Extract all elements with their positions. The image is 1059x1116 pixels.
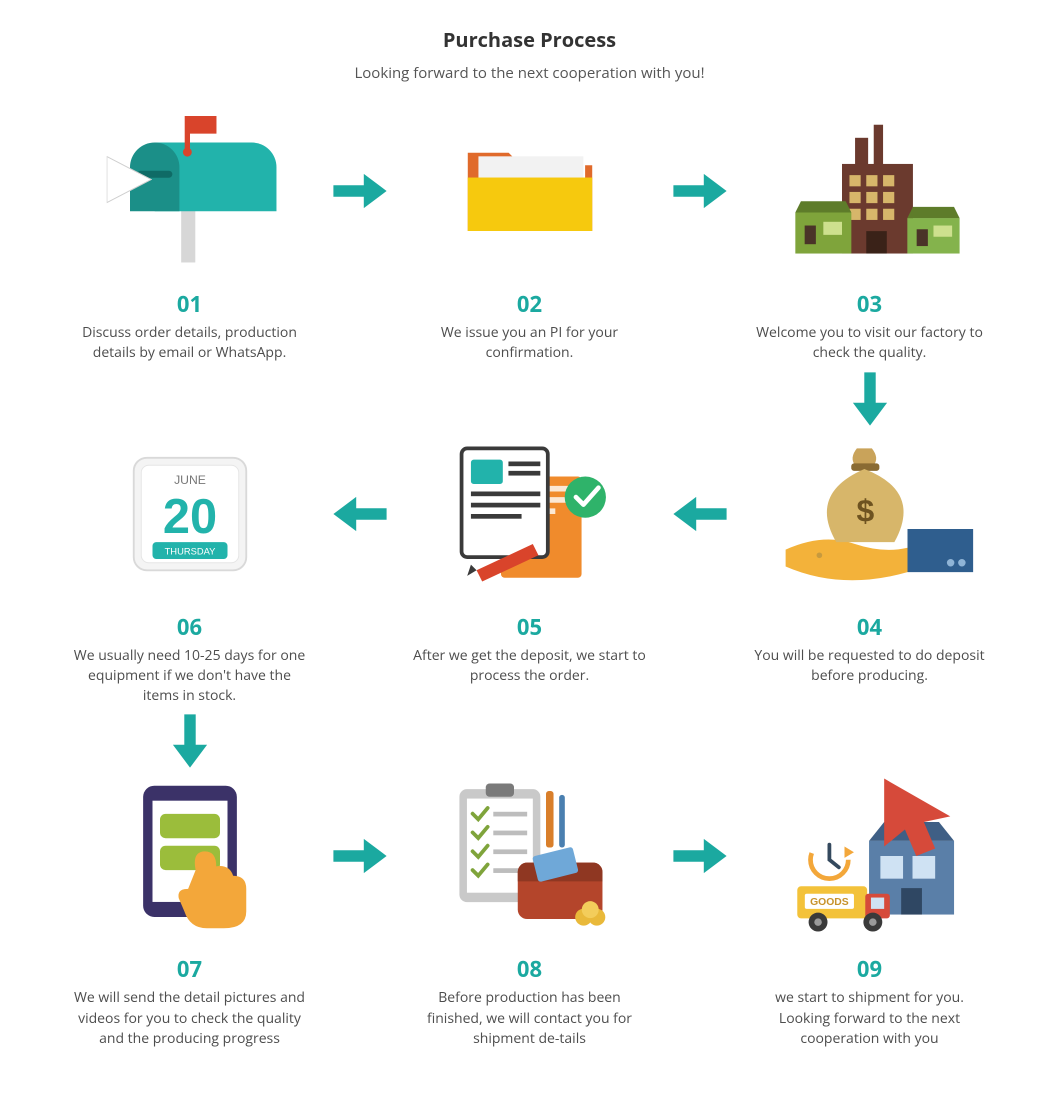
tablet-touch-icon	[60, 776, 320, 936]
step-07: 07 We will send the detail pictures and …	[60, 776, 320, 1049]
arrow-right-icon	[660, 111, 740, 271]
step-desc: Before production has been finished, we …	[410, 988, 650, 1049]
step-desc: Discuss order details, production detail…	[70, 323, 310, 364]
page-title: Purchase Process	[40, 26, 1019, 53]
mailbox-icon	[60, 111, 320, 271]
calendar-icon: JUNE 20 THURSDAY	[60, 434, 320, 594]
step-05: 05 After we get the deposit, we start to…	[400, 434, 660, 707]
step-03: 03 Welcome you to visit our factory to c…	[740, 111, 1000, 364]
step-01: 01 Discuss order details, production det…	[60, 111, 320, 364]
step-09: GOODS 09 we start to shipment for you. L…	[740, 776, 1000, 1049]
step-number: 05	[517, 612, 542, 642]
arrow-right-icon	[320, 776, 400, 936]
arrow-down-icon	[740, 364, 1000, 434]
step-desc: You will be requested to do deposit befo…	[750, 646, 990, 687]
step-02: 02 We issue you an PI for your confirmat…	[400, 111, 660, 364]
checklist-wallet-icon	[400, 776, 660, 936]
step-desc: After we get the deposit, we start to pr…	[410, 646, 650, 687]
step-desc: Welcome you to visit our factory to chec…	[750, 323, 990, 364]
step-number: 03	[857, 289, 882, 319]
step-number: 08	[517, 954, 542, 984]
factory-icon	[740, 111, 1000, 271]
calendar-day: 20	[162, 489, 216, 543]
shipping-icon: GOODS	[740, 776, 1000, 936]
step-number: 09	[857, 954, 882, 984]
step-number: 07	[177, 954, 202, 984]
step-desc: we start to shipment for you. Looking fo…	[750, 988, 990, 1049]
document-check-icon	[400, 434, 660, 594]
step-04: $ 04 You will be requested to do deposit…	[740, 434, 1000, 707]
step-06: JUNE 20 THURSDAY 06 We usually need 10-2…	[60, 434, 320, 707]
step-desc: We issue you an PI for your confirmation…	[410, 323, 650, 364]
arrow-left-icon	[320, 434, 400, 594]
step-number: 02	[517, 289, 542, 319]
step-number: 06	[177, 612, 202, 642]
step-number: 01	[177, 289, 202, 319]
page-subtitle: Looking forward to the next cooperation …	[40, 63, 1019, 83]
step-desc: We usually need 10-25 days for one equip…	[70, 646, 310, 707]
calendar-weekday: THURSDAY	[164, 546, 216, 556]
money-bag-icon: $	[740, 434, 1000, 594]
arrow-right-icon	[660, 776, 740, 936]
step-desc: We will send the detail pictures and vid…	[70, 988, 310, 1049]
calendar-month: JUNE	[174, 473, 206, 487]
arrow-down-icon	[60, 706, 320, 776]
folder-icon	[400, 111, 660, 271]
arrow-right-icon	[320, 111, 400, 271]
step-08: 08 Before production has been finished, …	[400, 776, 660, 1049]
process-grid: 01 Discuss order details, production det…	[40, 111, 1019, 1049]
truck-label: GOODS	[810, 898, 849, 909]
money-symbol: $	[856, 492, 874, 528]
arrow-left-icon	[660, 434, 740, 594]
step-number: 04	[857, 612, 882, 642]
